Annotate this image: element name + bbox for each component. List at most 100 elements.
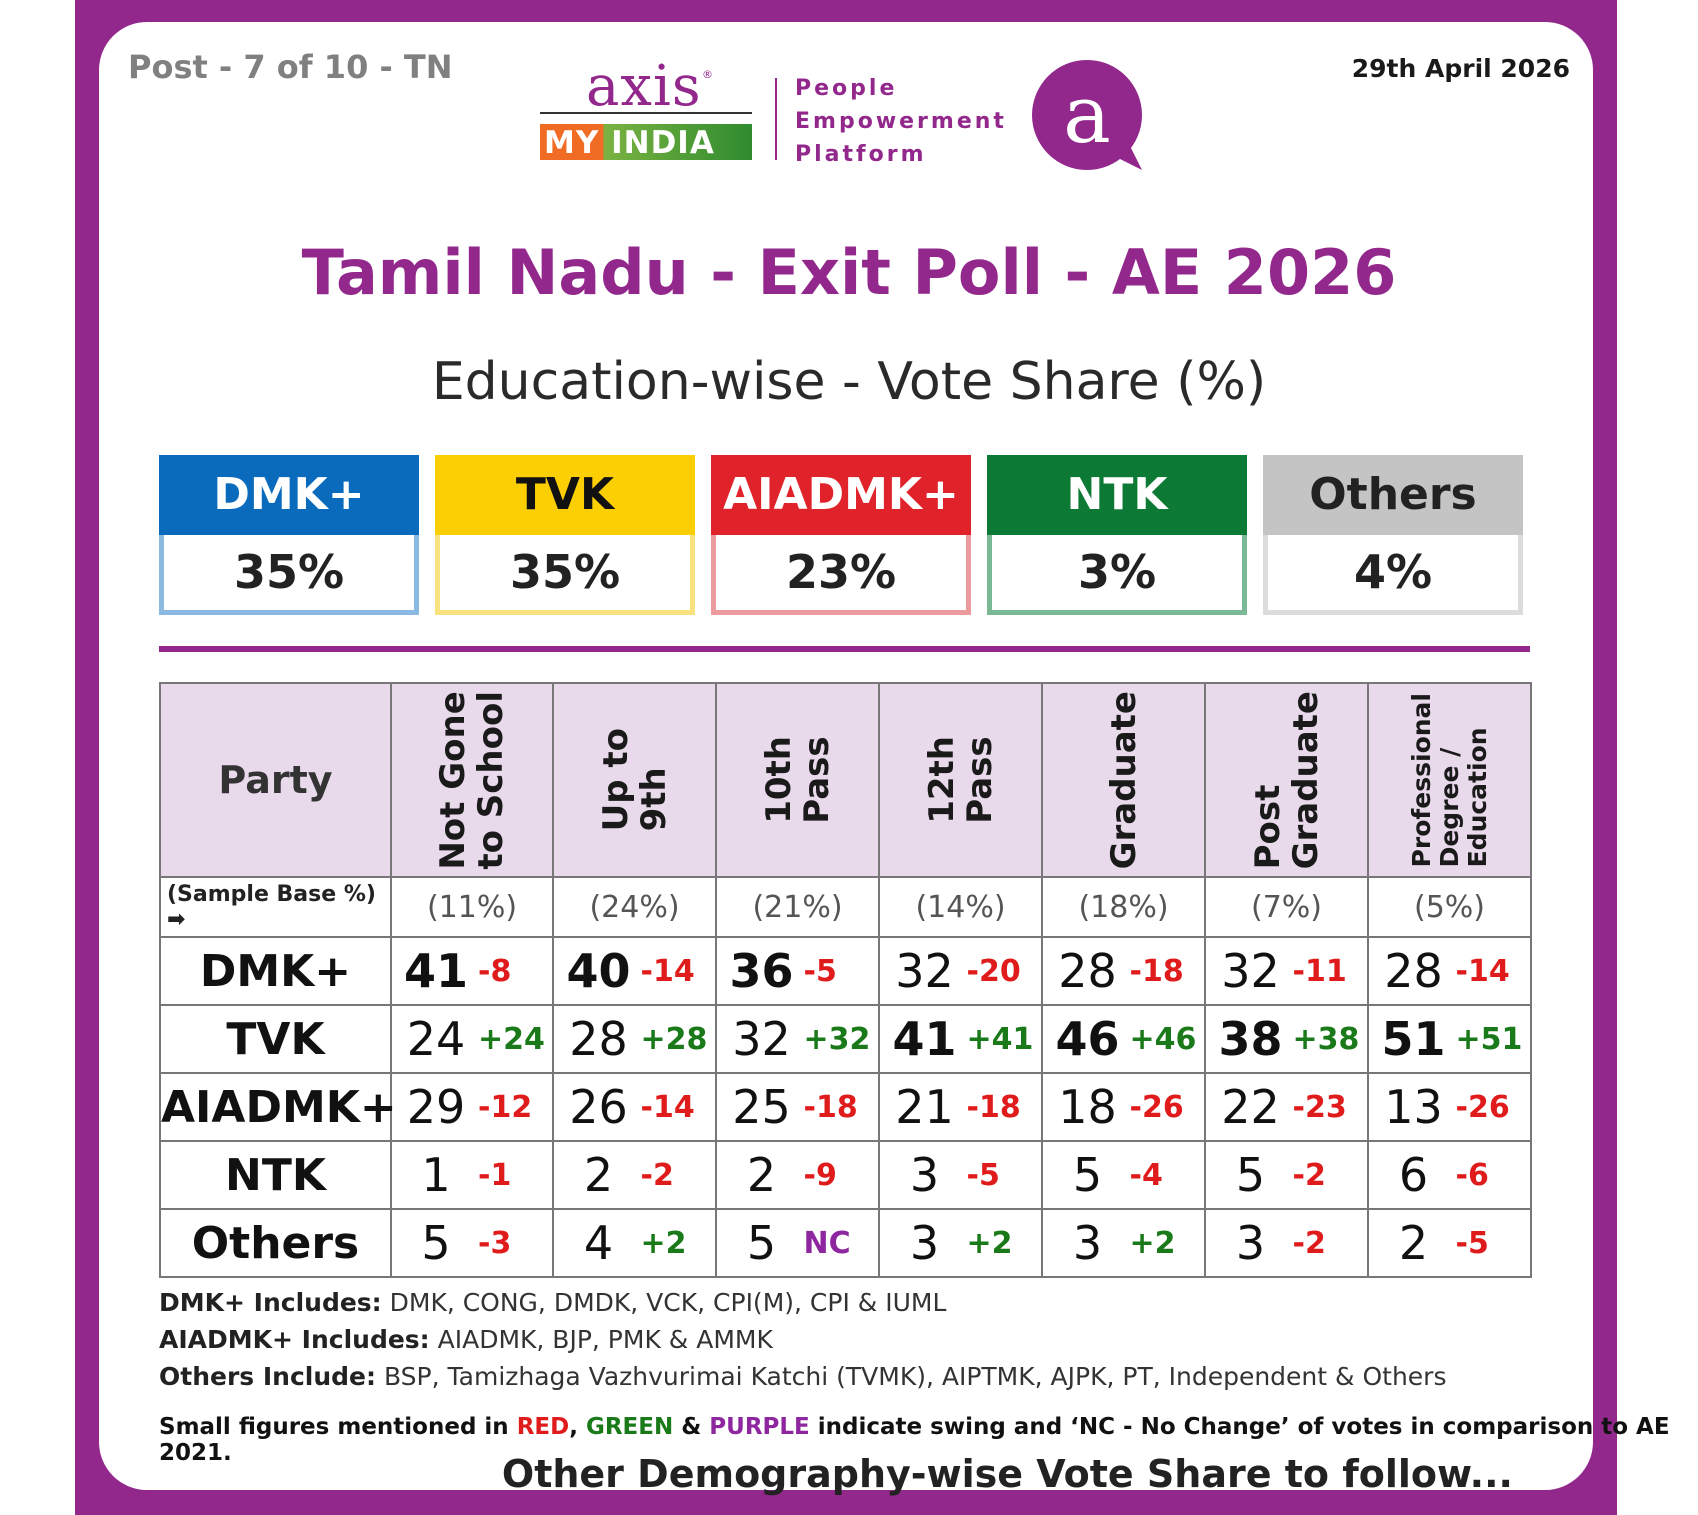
section-divider — [159, 646, 1530, 652]
swing-value: +41 — [966, 1021, 1034, 1057]
education-column-header: Professional Degree / Education — [1367, 682, 1532, 878]
swing-value: -1 — [478, 1157, 512, 1193]
swing-value: +24 — [478, 1021, 545, 1057]
summary-party: Others — [1263, 455, 1523, 535]
vote-share-cell: 5 -2 — [1204, 1140, 1369, 1210]
legend-purple: PURPLE — [709, 1414, 810, 1440]
swing-value: -14 — [1455, 953, 1510, 989]
education-column-header: Graduate — [1041, 682, 1206, 878]
note-label: AIADMK+ Includes: — [159, 1325, 430, 1354]
vote-share-cell: 40 -14 — [552, 936, 717, 1006]
vote-share-cell: 13 -26 — [1367, 1072, 1532, 1142]
column-label: Post Graduate — [1247, 690, 1326, 870]
swing-legend-note: Small figures mentioned in RED, GREEN & … — [159, 1414, 1698, 1466]
vote-share-value: 28 — [1384, 944, 1443, 998]
column-label: Graduate — [1103, 690, 1144, 870]
vote-share-value: 51 — [1381, 1012, 1446, 1066]
vote-share-value: 40 — [566, 944, 631, 998]
tagline-line: Platform — [795, 142, 927, 167]
swing-value: -20 — [966, 953, 1021, 989]
column-label: Professional Degree / Education — [1406, 692, 1492, 868]
logo-separator — [775, 78, 777, 160]
sample-base-value: (21%) — [715, 876, 880, 938]
logo-registered-mark: ® — [702, 68, 713, 81]
summary-share: 4% — [1263, 535, 1523, 615]
note-label: Others Include: — [159, 1362, 377, 1391]
swing-value: -8 — [478, 953, 512, 989]
legend-sep: & — [673, 1414, 710, 1440]
table-row: DMK+ 41 -8 40 -14 36 -5 32 -20 28 -18 32 -11 28 -14 — [159, 936, 1532, 1006]
legend-sep: , — [569, 1414, 586, 1440]
vote-share-cell: 32 -11 — [1204, 936, 1369, 1006]
summary-share: 35% — [435, 535, 695, 615]
vote-share-cell: 3 -5 — [878, 1140, 1043, 1210]
swing-value: -14 — [640, 1089, 695, 1125]
sample-base-value: (24%) — [552, 876, 717, 938]
swing-value: -23 — [1292, 1089, 1347, 1125]
tagline-line: Empowerment — [795, 109, 1007, 134]
summary-party: TVK — [435, 455, 695, 535]
summary-share: 23% — [711, 535, 971, 615]
swing-value: +2 — [640, 1225, 687, 1261]
sample-base-value: (14%) — [878, 876, 1043, 938]
logo-rule — [540, 112, 752, 114]
swing-value: -14 — [640, 953, 695, 989]
swing-value: +32 — [803, 1021, 871, 1057]
vote-share-cell: 26 -14 — [552, 1072, 717, 1142]
vote-share-cell: 25 -18 — [715, 1072, 880, 1142]
vote-share-value: 3 — [909, 1216, 940, 1270]
swing-value: -26 — [1455, 1089, 1510, 1125]
swing-value: -18 — [803, 1089, 858, 1125]
vote-share-value: 5 — [421, 1216, 451, 1270]
summary-box: TVK 35% — [435, 455, 695, 615]
vote-share-cell: 2 -5 — [1367, 1208, 1532, 1278]
logo-myindia-band: MY INDIA — [540, 124, 752, 161]
sample-base-value: (5%) — [1367, 876, 1532, 938]
vote-share-value: 5 — [1235, 1148, 1266, 1202]
page-title: Tamil Nadu - Exit Poll - AE 2026 — [301, 236, 1397, 309]
logo-word: axis — [586, 54, 702, 119]
vote-share-table: Party Not Gone to School Up to 9th 10th Pas… — [159, 682, 1532, 1278]
swing-value: +46 — [1129, 1021, 1197, 1057]
column-label: 10th Pass — [758, 736, 837, 824]
vote-share-value: 38 — [1218, 1012, 1283, 1066]
swing-value: +38 — [1292, 1021, 1360, 1057]
education-column-header: 12th Pass — [878, 682, 1043, 878]
summary-share: 3% — [987, 535, 1247, 615]
swing-value: -5 — [803, 953, 837, 989]
education-column-header: Post Graduate — [1204, 682, 1369, 878]
table-row: NTK 1 -1 2 -2 2 -9 3 -5 5 -4 5 -2 6 -6 — [159, 1140, 1532, 1210]
education-column-header: Up to 9th — [552, 682, 717, 878]
summary-box: Others 4% — [1263, 455, 1523, 615]
swing-value: NC — [803, 1225, 851, 1261]
legend-pre: Small figures mentioned in — [159, 1414, 517, 1440]
party-column-header: Party — [159, 682, 392, 878]
axis-my-india-logo: axis ® MY INDIA — [540, 54, 752, 161]
party-name: AIADMK+ — [159, 1072, 397, 1142]
vote-share-cell: 28 -14 — [1367, 936, 1532, 1006]
swing-value: +2 — [1129, 1225, 1176, 1261]
swing-value: -4 — [1129, 1157, 1163, 1193]
summary-box: AIADMK+ 23% — [711, 455, 971, 615]
vote-share-cell: 2 -9 — [715, 1140, 880, 1210]
vote-share-cell: 28 +28 — [552, 1004, 717, 1074]
vote-share-value: 3 — [1235, 1216, 1266, 1270]
vote-share-value: 4 — [583, 1216, 614, 1270]
vote-share-cell: 6 -6 — [1367, 1140, 1532, 1210]
post-counter: Post - 7 of 10 - TN — [128, 48, 453, 86]
table-row: TVK 24 +24 28 +28 32 +32 41 +41 46 +46 38 +38 51 +51 — [159, 1004, 1532, 1074]
vote-share-value: 25 — [732, 1080, 791, 1134]
page-subtitle: Education-wise - Vote Share (%) — [431, 352, 1267, 412]
vote-share-cell: 24 +24 — [390, 1004, 554, 1074]
speech-bubble-a-icon: a — [1032, 60, 1142, 170]
post-date: 29th April 2026 — [1351, 54, 1570, 83]
vote-share-cell: 1 -1 — [390, 1140, 554, 1210]
vote-share-value: 28 — [569, 1012, 628, 1066]
vote-share-cell: 32 -20 — [878, 936, 1043, 1006]
swing-value: -2 — [640, 1157, 674, 1193]
vote-share-value: 29 — [406, 1080, 466, 1134]
education-column-header: 10th Pass — [715, 682, 880, 878]
summary-box: DMK+ 35% — [159, 455, 419, 615]
vote-share-cell: 4 +2 — [552, 1208, 717, 1278]
summary-party: NTK — [987, 455, 1247, 535]
